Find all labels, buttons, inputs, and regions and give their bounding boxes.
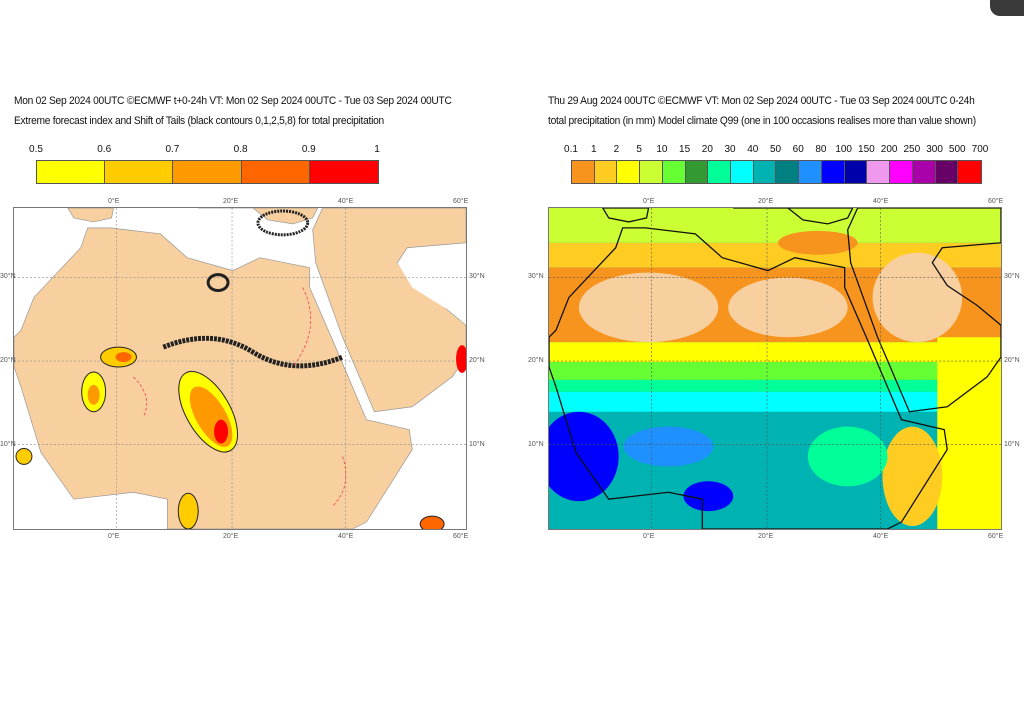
right-title-line1: Thu 29 Aug 2024 00UTC ©ECMWF VT: Mon 02 …	[548, 95, 975, 107]
left-lat-20: 20°N	[0, 357, 16, 364]
right-title-line2: total precipitation (in mm) Model climat…	[548, 115, 976, 127]
colorbar-tick-label: 300	[926, 144, 943, 155]
colorbar-cell	[867, 161, 891, 183]
left-title-line2: Extreme forecast index and Shift of Tail…	[14, 115, 384, 127]
window-corner	[990, 0, 1024, 16]
colorbar-tick-label: 50	[769, 144, 782, 155]
colorbar-tick-label: 20	[701, 144, 713, 155]
colorbar-tick-label: 5	[636, 144, 642, 155]
colorbar-cell	[844, 161, 868, 183]
colorbar-tick-label: 2	[613, 144, 620, 155]
left-lon-20-bottom: 20°E	[223, 533, 239, 540]
left-lon-60-bottom: 60°E	[453, 533, 469, 540]
right-lat-10-right: 10°N	[1004, 441, 1020, 448]
colorbar-cell	[37, 161, 106, 183]
colorbar-cell	[105, 161, 174, 183]
colorbar-tick-label: 80	[815, 144, 827, 155]
right-lon-0-top: 0°E	[643, 198, 655, 205]
left-lat-10: 10°N	[0, 441, 16, 448]
colorbar-cell	[708, 161, 732, 183]
right-lat-20-right: 20°N	[1004, 357, 1020, 364]
colorbar-tick-label: 1	[590, 144, 597, 155]
left-lon-40-top: 40°E	[338, 198, 354, 205]
colorbar-cell	[309, 161, 378, 183]
colorbar-cell	[935, 161, 959, 183]
right-lon-60-bottom: 60°E	[988, 533, 1004, 540]
colorbar-tick-label: 100	[835, 144, 852, 155]
colorbar-tick-label: 0.9	[301, 144, 316, 155]
right-lon-20-top: 20°E	[758, 198, 774, 205]
colorbar-tick-label: 0.1	[564, 144, 578, 155]
left-colorbar	[36, 160, 379, 184]
colorbar-cell	[731, 161, 754, 183]
colorbar-tick-label: 40	[747, 144, 759, 155]
colorbar-tick-label: 500	[948, 144, 966, 155]
colorbar-tick-label: 0.8	[233, 144, 248, 155]
colorbar-tick-label: 60	[792, 144, 804, 155]
right-climate-map	[539, 207, 1002, 530]
colorbar-cell	[662, 161, 686, 183]
colorbar-tick-label: 10	[656, 144, 668, 155]
colorbar-cell	[890, 161, 913, 183]
colorbar-cell	[753, 161, 777, 183]
colorbar-tick-label: 0.7	[165, 144, 180, 155]
left-lon-0-top: 0°E	[108, 198, 120, 205]
left-title-line1: Mon 02 Sep 2024 00UTC ©ECMWF t+0-24h VT:…	[14, 95, 452, 107]
colorbar-cell	[821, 161, 845, 183]
left-lat-30-right: 30°N	[469, 273, 485, 280]
colorbar-tick-label: 250	[903, 144, 921, 155]
right-colorbar	[571, 160, 982, 184]
colorbar-tick-label: 15	[679, 144, 691, 155]
colorbar-cell	[241, 161, 310, 183]
colorbar-cell	[572, 161, 595, 183]
colorbar-cell	[640, 161, 663, 183]
efi-anomalies	[15, 209, 468, 533]
colorbar-cell	[685, 161, 709, 183]
right-lon-0-bottom: 0°E	[643, 533, 655, 540]
right-lat-10: 10°N	[528, 441, 544, 448]
colorbar-tick-label: 0.5	[29, 144, 43, 155]
colorbar-tick-label: 200	[880, 144, 898, 155]
left-lat-10-right: 10°N	[469, 441, 485, 448]
left-lon-60-top: 60°E	[453, 198, 469, 205]
left-lat-20-right: 20°N	[469, 357, 485, 364]
left-legend-ticks: 0.5 0.6 0.7 0.8 0.9 1	[29, 144, 380, 158]
right-lat-30-right: 30°N	[1004, 273, 1020, 280]
colorbar-cell	[776, 161, 800, 183]
colorbar-cell	[594, 161, 618, 183]
colorbar-cell	[958, 161, 981, 183]
left-lon-20-top: 20°E	[223, 198, 239, 205]
colorbar-cell	[912, 161, 936, 183]
colorbar-tick-label: 30	[724, 144, 736, 155]
right-lon-40-bottom: 40°E	[873, 533, 889, 540]
right-lat-20: 20°N	[528, 357, 544, 364]
right-lon-40-top: 40°E	[873, 198, 889, 205]
colorbar-tick-label: 1	[374, 144, 380, 155]
colorbar-tick-label: 0.6	[97, 144, 112, 155]
left-lon-0-bottom: 0°E	[108, 533, 120, 540]
right-lat-30: 30°N	[528, 273, 544, 280]
colorbar-cell	[799, 161, 822, 183]
left-efi-map	[13, 207, 468, 533]
right-lon-60-top: 60°E	[988, 198, 1004, 205]
colorbar-cell	[617, 161, 641, 183]
left-lon-40-bottom: 40°E	[338, 533, 354, 540]
right-lon-20-bottom: 20°E	[758, 533, 774, 540]
left-lat-30: 30°N	[0, 273, 16, 280]
colorbar-tick-label: 700	[971, 144, 989, 155]
right-legend-ticks: 0.1 1 2 5 10 15 20 30 40 50 60 80 100 150 200 250 300 500…	[564, 144, 988, 158]
colorbar-cell	[173, 161, 242, 183]
colorbar-tick-label: 150	[858, 144, 875, 155]
